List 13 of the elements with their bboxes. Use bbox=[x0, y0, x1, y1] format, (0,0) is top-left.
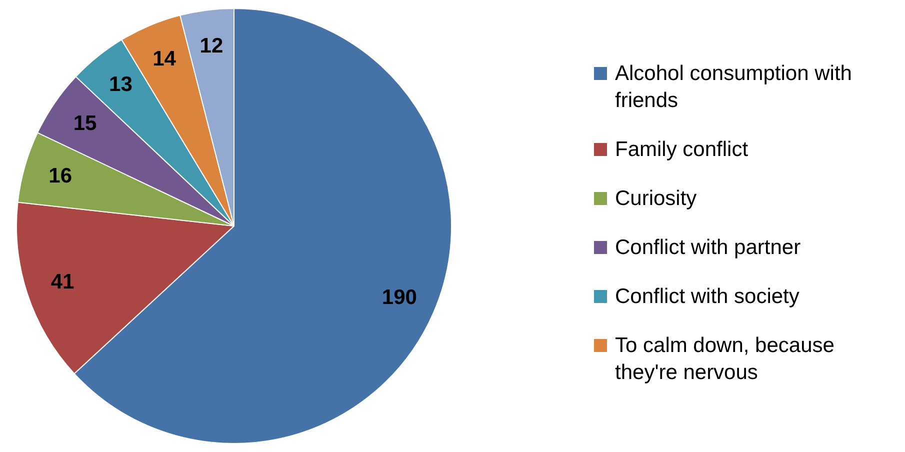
legend-label: Curiosity bbox=[615, 186, 697, 212]
legend-label: Alcohol consumption with friends bbox=[615, 61, 853, 114]
legend-label: Conflict with partner bbox=[615, 235, 801, 261]
legend-label: Family conflict bbox=[615, 137, 748, 163]
data-label: 13 bbox=[109, 73, 132, 96]
data-label: 190 bbox=[382, 286, 417, 310]
legend-label: Conflict with society bbox=[615, 284, 800, 310]
data-label: 16 bbox=[48, 164, 72, 188]
data-label: 14 bbox=[152, 47, 176, 70]
legend-label: To calm down, because they're nervous bbox=[615, 333, 836, 386]
data-label: 41 bbox=[50, 270, 75, 294]
data-label: 15 bbox=[73, 112, 98, 135]
data-label: 12 bbox=[200, 34, 224, 58]
